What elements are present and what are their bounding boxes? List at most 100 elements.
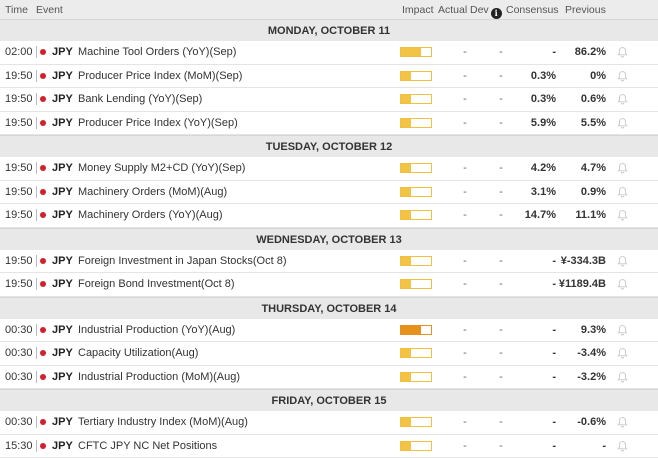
- event-name[interactable]: Machinery Orders (YoY)(Aug): [78, 209, 222, 221]
- event-row[interactable]: 19:50 JPY Money Supply M2+CD (YoY)(Sep) - - 4…: [0, 157, 658, 181]
- bell-icon[interactable]: [616, 69, 629, 83]
- event-deviation: -: [497, 416, 505, 428]
- col-actual-header: Actual: [438, 4, 467, 16]
- event-consensus: 4.2%: [531, 162, 556, 174]
- event-name[interactable]: Industrial Production (YoY)(Aug): [78, 324, 235, 336]
- impact-bar: [400, 71, 432, 81]
- impact-bar-fill: [401, 95, 411, 103]
- col-previous-header: Previous: [565, 4, 606, 16]
- bell-icon[interactable]: [616, 370, 629, 384]
- event-time: 00:30: [5, 416, 33, 428]
- row-divider: [36, 209, 37, 221]
- row-divider: [36, 347, 37, 359]
- japan-flag-icon: [40, 73, 46, 79]
- event-time: 19:50: [5, 186, 33, 198]
- event-name[interactable]: Bank Lending (YoY)(Sep): [78, 93, 202, 105]
- event-deviation: -: [497, 162, 505, 174]
- impact-bar: [400, 94, 432, 104]
- event-time: 19:50: [5, 162, 33, 174]
- event-currency: JPY: [52, 46, 73, 58]
- event-name[interactable]: Machinery Orders (MoM)(Aug): [78, 186, 227, 198]
- event-currency: JPY: [52, 162, 73, 174]
- event-name[interactable]: Capacity Utilization(Aug): [78, 347, 198, 359]
- impact-bar-fill: [401, 164, 411, 172]
- event-currency: JPY: [52, 347, 73, 359]
- event-consensus: 0.3%: [531, 93, 556, 105]
- japan-flag-icon: [40, 281, 46, 287]
- bell-icon[interactable]: [616, 277, 629, 291]
- bell-icon[interactable]: [616, 208, 629, 222]
- event-consensus: -: [552, 371, 556, 383]
- event-consensus: -: [552, 255, 556, 267]
- event-name[interactable]: Producer Price Index (YoY)(Sep): [78, 117, 238, 129]
- event-time: 00:30: [5, 371, 33, 383]
- bell-icon[interactable]: [616, 346, 629, 360]
- event-time: 19:50: [5, 278, 33, 290]
- col-event-header: Event: [36, 4, 63, 16]
- event-previous: 86.2%: [575, 46, 606, 58]
- bell-icon[interactable]: [616, 161, 629, 175]
- impact-bar: [400, 441, 432, 451]
- impact-bar: [400, 210, 432, 220]
- event-currency: JPY: [52, 186, 73, 198]
- bell-icon[interactable]: [616, 92, 629, 106]
- impact-bar-fill: [401, 442, 411, 450]
- row-divider: [36, 255, 37, 267]
- event-actual: -: [461, 93, 469, 105]
- event-previous: 9.3%: [581, 324, 606, 336]
- day-header: THURSDAY, OCTOBER 14: [0, 297, 658, 319]
- event-previous: 0.9%: [581, 186, 606, 198]
- bell-icon[interactable]: [616, 185, 629, 199]
- day-header: FRIDAY, OCTOBER 15: [0, 389, 658, 411]
- event-name[interactable]: Foreign Bond Investment(Oct 8): [78, 278, 235, 290]
- row-divider: [36, 186, 37, 198]
- japan-flag-icon: [40, 443, 46, 449]
- event-time: 00:30: [5, 347, 33, 359]
- event-name[interactable]: Tertiary Industry Index (MoM)(Aug): [78, 416, 248, 428]
- bell-icon[interactable]: [616, 323, 629, 337]
- event-name[interactable]: Foreign Investment in Japan Stocks(Oct 8…: [78, 255, 286, 267]
- event-name[interactable]: Producer Price Index (MoM)(Sep): [78, 70, 242, 82]
- japan-flag-icon: [40, 165, 46, 171]
- bell-icon[interactable]: [616, 45, 629, 59]
- event-deviation: -: [497, 186, 505, 198]
- event-currency: JPY: [52, 209, 73, 221]
- bell-icon[interactable]: [616, 415, 629, 429]
- event-previous: 4.7%: [581, 162, 606, 174]
- event-time: 00:30: [5, 324, 33, 336]
- event-deviation: -: [497, 255, 505, 267]
- row-divider: [36, 162, 37, 174]
- japan-flag-icon: [40, 49, 46, 55]
- impact-bar: [400, 417, 432, 427]
- day-header: WEDNESDAY, OCTOBER 13: [0, 228, 658, 250]
- event-deviation: -: [497, 347, 505, 359]
- event-actual: -: [461, 371, 469, 383]
- event-name[interactable]: Machine Tool Orders (YoY)(Sep): [78, 46, 236, 58]
- impact-bar: [400, 279, 432, 289]
- event-actual: -: [461, 162, 469, 174]
- info-icon[interactable]: i: [491, 8, 502, 19]
- bell-icon[interactable]: [616, 116, 629, 130]
- event-deviation: -: [497, 70, 505, 82]
- event-previous: -0.6%: [577, 416, 606, 428]
- event-name[interactable]: Money Supply M2+CD (YoY)(Sep): [78, 162, 245, 174]
- event-previous: 0.6%: [581, 93, 606, 105]
- bell-icon[interactable]: [616, 439, 629, 453]
- bell-icon[interactable]: [616, 254, 629, 268]
- event-name[interactable]: Industrial Production (MoM)(Aug): [78, 371, 240, 383]
